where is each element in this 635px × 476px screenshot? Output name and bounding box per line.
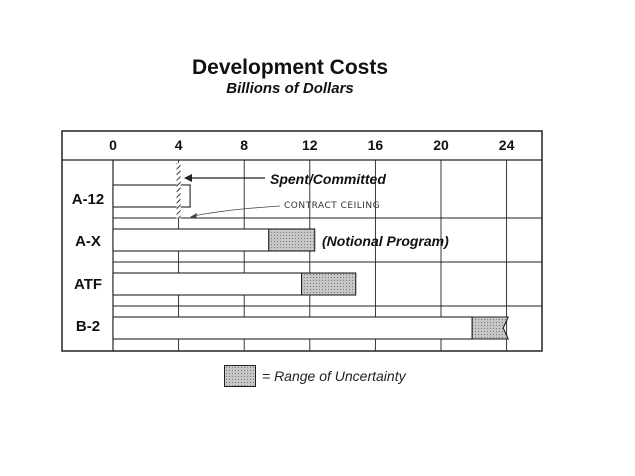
category-label: A-X: [75, 233, 101, 250]
uncertainty-a-x: [268, 228, 316, 252]
annotation-spent-committed: Spent/Committed: [270, 171, 386, 187]
spent-marker: [176, 163, 181, 219]
x-tick-label: 12: [302, 137, 318, 153]
category-label: B-2: [76, 318, 100, 335]
uncertainty-atf: [301, 272, 357, 296]
spent-arrowhead: [184, 174, 192, 182]
category-label: A-12: [72, 191, 105, 208]
x-tick-label: 8: [240, 137, 248, 153]
category-label: ATF: [74, 276, 102, 293]
annotation-notional-program: (Notional Program): [322, 233, 449, 249]
chart-subtitle: Billions of Dollars: [226, 80, 354, 97]
bar-a-x: [112, 228, 270, 252]
uncertainty-b-2: [471, 316, 510, 340]
x-tick-label: 16: [368, 137, 384, 153]
plot-frame: [61, 130, 543, 352]
x-tick-label: 24: [499, 137, 515, 153]
chart-title: Development Costs: [191, 56, 389, 79]
x-tick-label: 4: [175, 137, 183, 153]
ceiling-arrowhead: [190, 213, 197, 219]
bar-b-2: [112, 316, 473, 340]
annotation-contract-ceiling: CONTRACT CEILING: [284, 201, 380, 211]
bar-a-12: [112, 184, 191, 208]
ceiling-arrow-line: [192, 205, 281, 217]
legend-label: = Range of Uncertainty: [262, 368, 406, 384]
x-tick-label: 0: [109, 137, 117, 153]
legend: = Range of Uncertainty: [224, 365, 406, 387]
bar-atf: [112, 272, 303, 296]
legend-swatch-uncertainty: [224, 365, 256, 387]
x-tick-label: 20: [433, 137, 449, 153]
